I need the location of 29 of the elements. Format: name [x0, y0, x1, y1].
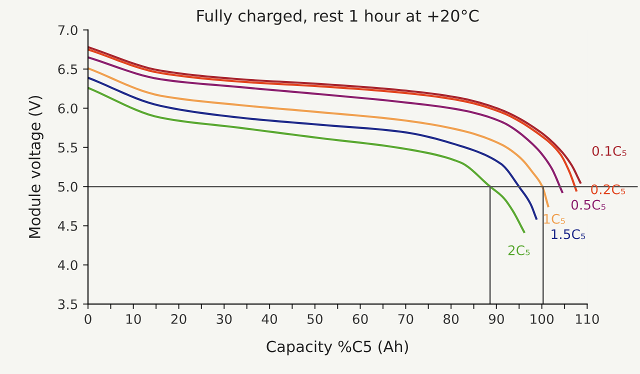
series-label: 0.5C₅: [571, 200, 606, 210]
y-tick-label: 5.0: [58, 182, 78, 192]
y-tick-label: 3.5: [58, 299, 78, 310]
series-label: 1.5C₅: [552, 229, 586, 240]
x-tick-label: 40: [262, 314, 278, 324]
series-label: 2C₅: [508, 245, 530, 256]
series-label: 0.1C₅: [592, 146, 626, 156]
x-axis-title: Capacity %C5 (Ah): [266, 340, 408, 356]
y-tick-label: 4.0: [58, 260, 78, 270]
x-tick-label: 80: [444, 314, 459, 324]
x-tick-label: 0: [84, 314, 92, 324]
x-tick-label: 20: [171, 314, 186, 324]
x-tick-label: 100: [530, 314, 554, 324]
series-label: 1C₅: [544, 214, 565, 224]
y-axis-title: Module voltage (V): [28, 96, 44, 238]
x-tick-label: 10: [126, 314, 141, 324]
x-tick-label: 60: [352, 314, 368, 324]
x-tick-label: 30: [216, 314, 232, 324]
chart-title: Fully charged, rest 1 hour at +20°C: [197, 9, 479, 25]
y-tick-label: 6.0: [58, 103, 78, 114]
y-tick-label: 7.0: [58, 25, 78, 36]
x-tick-label: 110: [576, 314, 599, 324]
y-tick-label: 6.5: [58, 64, 78, 74]
y-tick-label: 5.5: [58, 142, 78, 153]
x-tick-label: 50: [308, 314, 322, 324]
series-label: 0.2C₅: [591, 184, 626, 194]
x-tick-label: 90: [488, 314, 504, 324]
y-tick-label: 4.5: [58, 221, 78, 231]
x-tick-label: 70: [398, 314, 414, 324]
